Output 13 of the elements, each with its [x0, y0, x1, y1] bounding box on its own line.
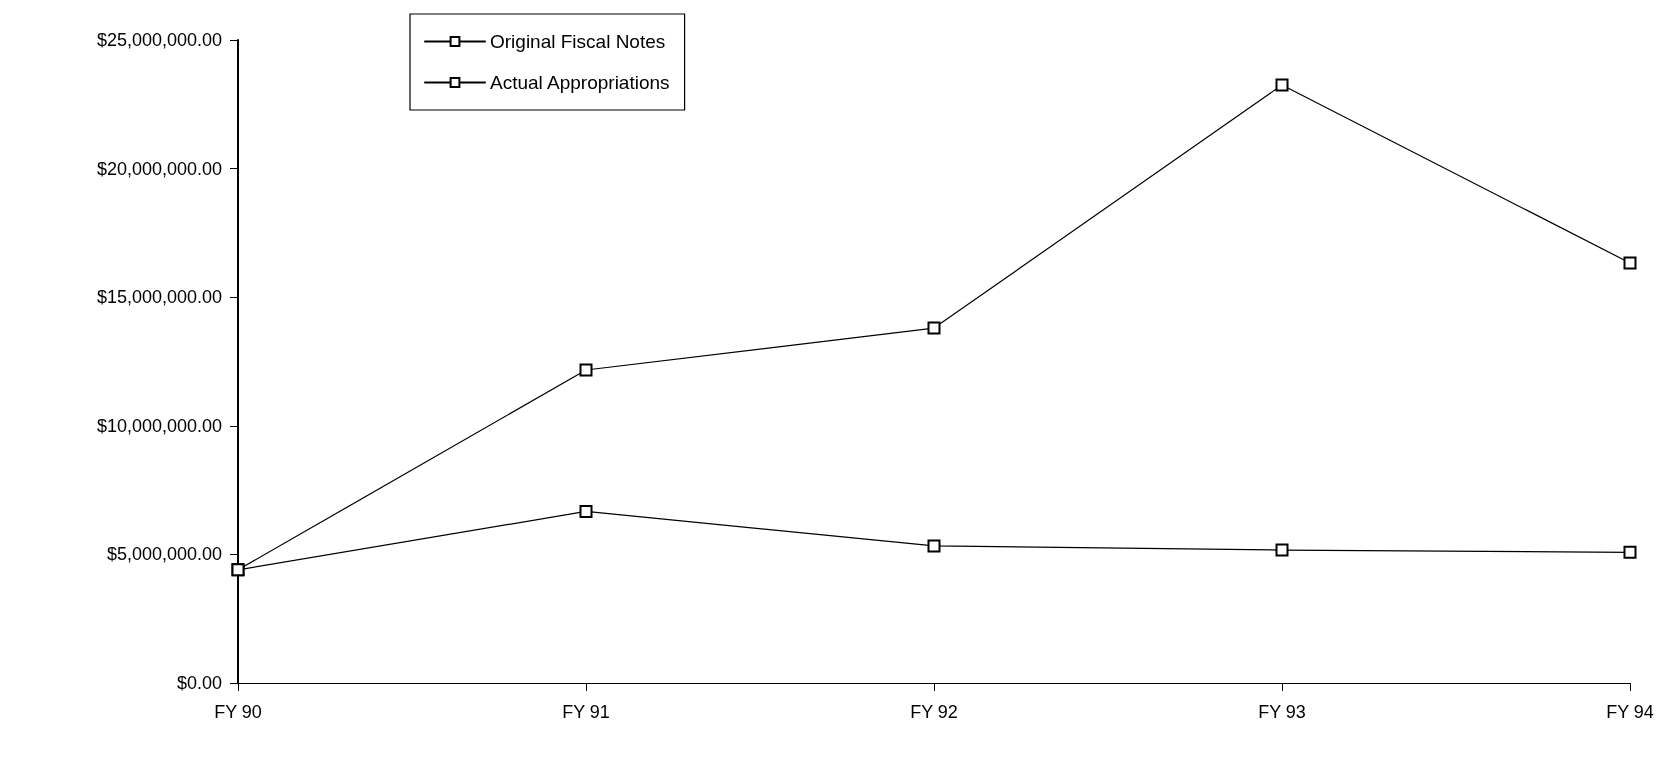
x-tick-label: FY 90: [214, 702, 262, 722]
y-tick-label: $20,000,000.00: [96, 158, 222, 179]
x-tick-label: FY 91: [562, 702, 610, 722]
x-tick-label: FY 93: [1258, 702, 1306, 722]
y-tick-label: $25,000,000.00: [96, 30, 222, 50]
y-tick-label: $0.00: [176, 673, 222, 693]
y-tick-label: $10,000,000.00: [96, 415, 222, 436]
x-tick-label: FY 94: [1606, 702, 1654, 722]
y-tick-label: $15,000,000.00: [96, 287, 222, 308]
x-tick-label: FY 92: [910, 702, 958, 722]
legend-label: Actual Appropriations: [490, 72, 670, 93]
legend-label: Original Fiscal Notes: [490, 31, 666, 52]
y-tick-label: $5,000,000.00: [106, 544, 222, 565]
